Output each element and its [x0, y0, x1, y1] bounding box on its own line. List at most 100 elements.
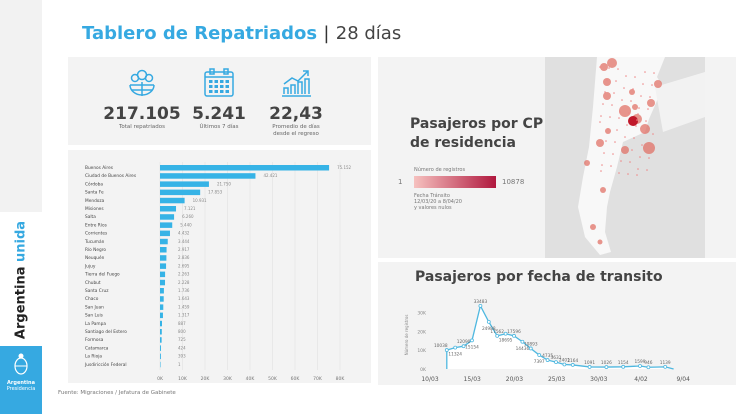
bar-category-label: Jusdiricción Federal — [84, 361, 127, 368]
bar — [160, 263, 167, 269]
x-tick-label: 20K — [201, 376, 211, 382]
map-bubble — [600, 187, 606, 193]
map-dot — [648, 157, 650, 159]
bar-category-label: San Juan — [85, 304, 104, 310]
data-label: 946 — [644, 360, 652, 366]
map-dot — [615, 80, 617, 82]
map-dot — [641, 144, 643, 146]
data-point — [528, 346, 533, 351]
globe-people-icon — [129, 69, 155, 96]
bar-category-label: Catamarca — [85, 345, 109, 351]
bar-category-label: Salta — [85, 214, 96, 220]
legend-min: 1 — [398, 178, 403, 186]
x-tick-label: 0K — [157, 376, 164, 382]
bar-value-label: 6.260 — [182, 214, 194, 219]
x-tick-label: 25/03 — [548, 376, 565, 383]
map-dot — [620, 160, 622, 162]
map-dot — [605, 140, 607, 142]
map-bubble — [640, 124, 650, 134]
map-dot — [643, 132, 645, 134]
stat-label: Promedio de días desde el regreso — [272, 124, 320, 137]
bar-value-label: 10.931 — [193, 198, 207, 203]
bar-value-label: 1.643 — [178, 296, 190, 301]
argentina-unida-brand: Argentina unida — [0, 215, 42, 345]
data-label: 12090 — [457, 339, 471, 345]
map-dot — [618, 117, 620, 119]
bar-value-label: 887 — [178, 321, 186, 326]
bar — [160, 230, 170, 237]
bar — [160, 271, 166, 278]
stat-label: Últimos 7 días — [199, 124, 239, 130]
data-label: 10893 — [524, 341, 538, 347]
bar-category-label: La Rioja — [85, 354, 102, 360]
data-label: 24988 — [482, 326, 496, 332]
x-tick-label: 9/04 — [676, 376, 690, 383]
bar-category-label: Chaco — [85, 296, 99, 302]
map-dot — [639, 156, 641, 158]
map-dot — [651, 84, 653, 86]
x-tick-label: 10K — [178, 376, 188, 382]
province-bar-chart-panel: 0K 10K 20K 30K 40K 50K 60K 70K 80K Buenos Aires 75… — [68, 150, 371, 383]
map-bubble — [607, 58, 617, 68]
bar-category-label: Santiago del Estero — [85, 329, 127, 335]
map-dot — [634, 76, 636, 78]
argentina-map[interactable] — [545, 57, 736, 258]
map-dot — [616, 129, 618, 131]
title-main: Tablero de Repatriados — [82, 23, 318, 44]
map-dot — [647, 108, 649, 110]
data-point — [444, 348, 449, 352]
x-tick-label: 20/03 — [506, 376, 523, 383]
bar-category-label: Formosa — [85, 337, 104, 343]
map-dot — [642, 83, 644, 85]
stat-last7: 5.241 Últimos 7 días — [169, 57, 269, 131]
map-dot — [625, 75, 627, 77]
map-dot — [645, 120, 647, 122]
bar-category-label: Entre Ríos — [85, 221, 108, 228]
data-label: 10038 — [434, 343, 448, 349]
map-dot — [637, 168, 639, 170]
x-tick-label: 30/03 — [590, 376, 607, 383]
map-dot — [635, 125, 637, 127]
coat-of-arms-icon — [14, 353, 28, 375]
bar-category-label: Neuquén — [85, 254, 105, 261]
map-legend: Número de registros 1 10878 Fecha Tránsi… — [398, 167, 524, 211]
map-panel: Pasajeros por CP de residencia Número de… — [378, 57, 736, 258]
map-dot — [617, 68, 619, 70]
bar — [160, 320, 162, 327]
map-bubble — [603, 78, 611, 86]
map-dot — [609, 116, 611, 118]
data-point — [604, 365, 609, 369]
transit-date-chart-panel: Pasajeros por fecha de transito Número d… — [378, 262, 736, 385]
map-dot — [626, 124, 628, 126]
brand-word2: unida — [13, 220, 29, 262]
map-dot — [631, 149, 633, 151]
bar-value-label: 21.750 — [217, 181, 231, 186]
bar-value-label: 1.317 — [178, 313, 190, 318]
data-label: 4735 — [542, 353, 553, 359]
legend-max: 10878 — [502, 178, 525, 186]
stats-panel: 217.105 Total repatriados 5.241 Últimos … — [68, 57, 371, 145]
map-dot — [633, 137, 635, 139]
map-dot — [619, 111, 621, 113]
map-dot — [607, 128, 609, 130]
data-point — [486, 319, 491, 324]
bar-value-label: 2.917 — [178, 247, 190, 252]
map-dot — [624, 136, 626, 138]
bar — [160, 279, 166, 286]
x-tick-label: 30K — [223, 376, 233, 382]
bar — [160, 165, 330, 171]
data-point — [554, 360, 558, 365]
data-label: 15154 — [465, 344, 479, 350]
map-bubble — [621, 146, 629, 154]
map-dot — [622, 148, 624, 150]
map-dot — [618, 172, 620, 174]
y-tick-label: 10K — [417, 348, 427, 354]
x-tick-label: 4/02 — [634, 376, 648, 383]
bar-category-label: Mendoza — [85, 198, 105, 204]
bar-category-label: San Luis — [85, 313, 104, 319]
map-bubble — [600, 63, 608, 71]
map-dot — [646, 169, 648, 171]
data-label: 1091 — [584, 360, 595, 366]
bar-value-label: 800 — [178, 329, 186, 334]
calendar-icon — [204, 68, 234, 97]
